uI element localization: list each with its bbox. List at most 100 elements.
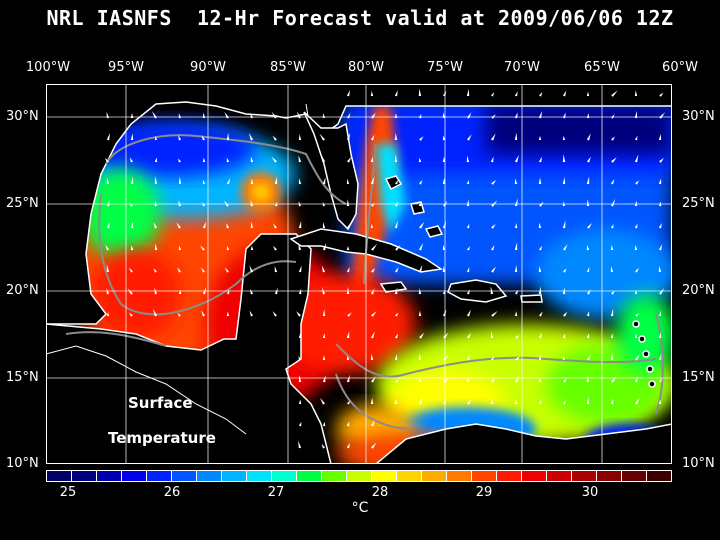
wind-vector-arrow: [419, 332, 425, 339]
wind-vector-arrow: [442, 112, 446, 119]
wind-vector-arrow: [370, 288, 375, 295]
wind-vector-arrow: [514, 265, 518, 273]
wind-vector-arrow: [153, 222, 158, 229]
wind-vector-arrow: [176, 222, 182, 229]
wind-vector-arrow: [610, 266, 614, 273]
wind-vector-arrow: [538, 266, 542, 273]
lon-label-95w: 95°W: [108, 60, 144, 75]
wind-vector-arrow: [322, 309, 326, 317]
colorbar-swatch: [622, 471, 647, 481]
wind-vector-arrow: [658, 378, 663, 383]
wind-vector-arrow: [491, 377, 496, 383]
wind-vector-arrow: [491, 266, 497, 273]
colorbar-swatch: [172, 471, 197, 481]
wind-vector-arrow: [562, 287, 566, 295]
wind-vector-arrow: [586, 199, 590, 207]
wind-vector-arrow: [538, 222, 542, 229]
colorbar-swatch: [322, 471, 347, 481]
wind-vector-arrow: [248, 132, 254, 141]
colorbar-swatch: [97, 471, 122, 481]
wind-vector-arrow: [224, 111, 230, 119]
colorbar-tick-30: 30: [581, 485, 599, 500]
wind-vector-arrow: [586, 113, 590, 119]
wind-vector-arrow: [370, 331, 375, 339]
colorbar-swatch: [447, 471, 472, 481]
colorbar-tick-27: 27: [267, 485, 285, 500]
wind-vector-arrow: [321, 287, 326, 295]
wind-vector-arrow: [346, 267, 350, 273]
wind-vector-arrow: [129, 202, 133, 207]
wind-vector-arrow: [490, 399, 494, 405]
wind-vector-arrow: [610, 198, 616, 207]
lat-label-left-20n: 20°N: [6, 283, 39, 298]
wind-vector-arrow: [394, 287, 398, 295]
wind-vector-arrow: [395, 244, 401, 251]
wind-vector-arrow: [658, 244, 663, 251]
wind-vector-arrow: [250, 245, 254, 251]
wind-vector-arrow: [659, 287, 665, 295]
map-annotation-line1: Surface: [128, 394, 193, 412]
wind-vector-arrow: [319, 133, 325, 141]
wind-vector-arrow: [154, 176, 158, 185]
wind-vector-arrow: [442, 90, 447, 97]
wind-vector-arrow: [371, 267, 376, 273]
wind-vector-arrow: [586, 354, 592, 361]
wind-vector-arrow: [658, 134, 662, 141]
wind-vector-arrow: [538, 245, 542, 251]
wind-vector-arrow: [490, 355, 495, 361]
wind-vector-arrow: [442, 244, 446, 251]
wind-vector-arrow: [274, 266, 278, 273]
wind-vector-arrow: [346, 400, 351, 405]
wind-vector-arrow: [466, 267, 470, 273]
graticule: [46, 84, 672, 464]
wind-vector-arrow: [322, 113, 326, 119]
wind-vector-arrow: [610, 308, 614, 317]
wind-vector-arrow: [538, 177, 542, 185]
wind-vector-arrow: [105, 244, 110, 251]
bathymetry-contours: [65, 134, 664, 430]
land-masses: [46, 84, 672, 464]
wind-vector-arrow: [223, 200, 229, 207]
wind-vector-arrow: [154, 135, 158, 141]
wind-vector-arrow: [634, 245, 638, 251]
wind-vector-arrow: [563, 311, 568, 317]
wind-vector-arrow: [586, 267, 590, 273]
wind-vector-arrow: [322, 375, 326, 383]
wind-vector-arrow: [586, 311, 590, 317]
wind-vector-arrow: [202, 157, 206, 163]
map-title: NRL IASNFS 12-Hr Forecast valid at 2009/…: [46, 6, 674, 30]
wind-vector-arrow: [224, 267, 229, 273]
wind-vector-arrow: [538, 92, 543, 97]
wind-vector-arrow: [586, 91, 590, 97]
wind-vector-arrow: [658, 332, 662, 339]
wind-vector-arrow: [321, 443, 326, 449]
wind-vector-arrow: [152, 111, 158, 119]
wind-vector-arrow: [538, 399, 542, 405]
wind-vector-arrow: [610, 352, 614, 361]
wind-vector-arrow: [274, 287, 278, 295]
wind-vector-arrow: [658, 266, 662, 273]
wind-vector-arrow: [442, 156, 446, 163]
temperature-colorbar: [46, 470, 672, 482]
wind-vector-arrow: [106, 132, 111, 141]
wind-vector-arrow: [346, 374, 350, 383]
wind-vector-arrow: [346, 90, 351, 97]
wind-vector-arrow: [442, 398, 447, 405]
wind-vector-arrow: [466, 155, 470, 163]
wind-vector-arrow: [466, 88, 470, 97]
wind-vector-arrow: [322, 221, 326, 229]
wind-vector-arrow: [418, 288, 422, 295]
wind-vector-arrow: [538, 332, 542, 339]
wind-vector-arrow: [346, 132, 351, 141]
wind-vector-arrow: [466, 112, 472, 119]
lon-label-65w: 65°W: [584, 60, 620, 75]
wind-vector-arrow: [370, 223, 374, 229]
wind-vector-arrow: [514, 112, 518, 119]
wind-vector-arrow: [635, 180, 640, 185]
wind-vector-arrow: [658, 399, 662, 405]
wind-vector-arrow: [128, 267, 133, 273]
wind-vector-arrow: [395, 379, 400, 383]
lat-label-left-10n: 10°N: [6, 456, 39, 471]
wind-vector-arrow: [659, 157, 664, 163]
wind-vector-arrow: [466, 354, 470, 361]
